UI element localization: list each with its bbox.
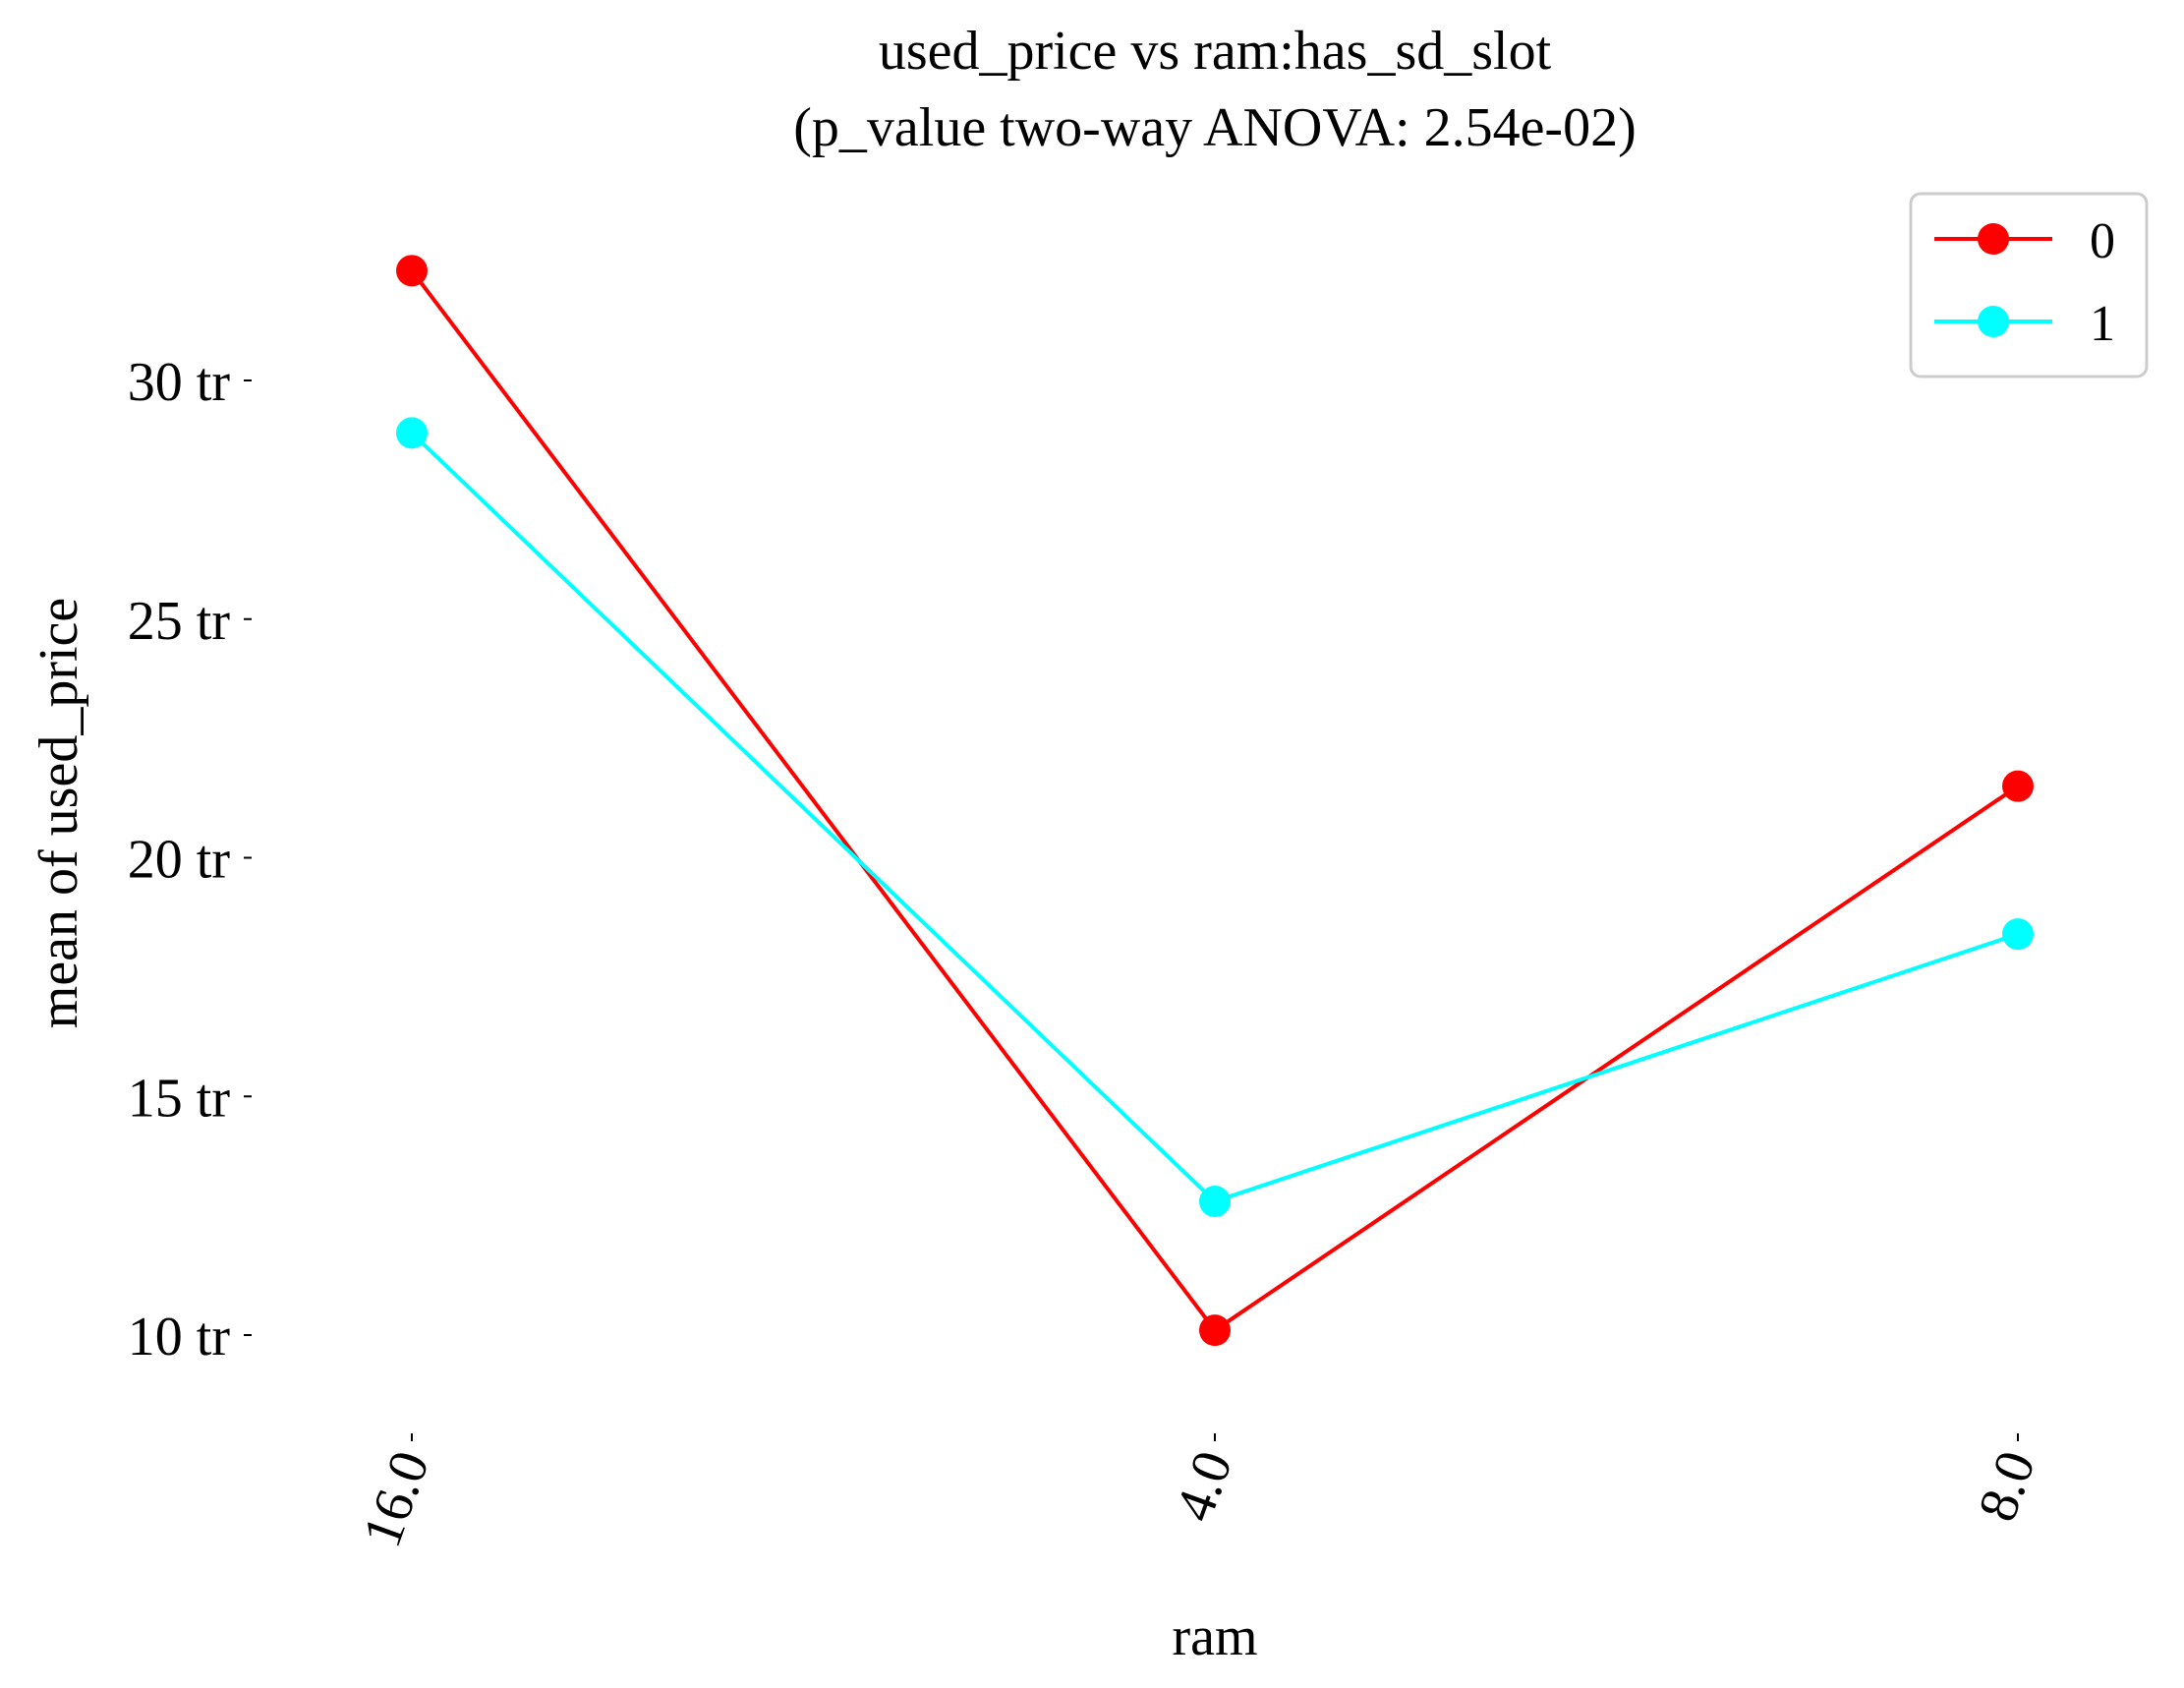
y-axis-label: mean of used_price — [29, 598, 89, 1028]
y-tick-label: 15 tr — [128, 1068, 231, 1129]
data-point-series-1 — [396, 417, 428, 449]
chart-title-line1: used_price vs ram:has_sd_slot — [879, 21, 1552, 82]
x-axis: 16.0 4.0 8.0 — [351, 1433, 2047, 1555]
data-point-series-1 — [1199, 1186, 1231, 1218]
y-tick-label: 30 tr — [128, 352, 231, 413]
series-line-0 — [410, 269, 2020, 1333]
series-layer — [396, 255, 2034, 1347]
series-line-1 — [410, 431, 2019, 1204]
data-point-series-0 — [1199, 1314, 1231, 1347]
chart-title-line2: (p_value two-way ANOVA: 2.54e-02) — [793, 97, 1636, 158]
legend-marker-series-0 — [1978, 223, 2009, 255]
data-point-series-0 — [2002, 770, 2034, 802]
x-tick-label: 4.0 — [1164, 1443, 1244, 1529]
y-tick-label: 20 tr — [128, 830, 231, 891]
y-tick-label: 10 tr — [128, 1307, 231, 1368]
data-point-series-1 — [2002, 918, 2034, 951]
legend: 0 1 — [1909, 192, 2149, 378]
legend-label-series-0: 0 — [2090, 213, 2115, 269]
x-tick-label: 16.0 — [351, 1443, 441, 1554]
y-axis: 10 tr 15 tr 20 tr 25 tr 30 tr — [128, 352, 252, 1368]
data-point-series-0 — [396, 255, 428, 287]
legend-marker-series-1 — [1978, 306, 2009, 337]
y-tick-label: 25 tr — [128, 591, 231, 652]
x-tick-label: 8.0 — [1967, 1443, 2047, 1529]
x-axis-label: ram — [1172, 1606, 1257, 1667]
legend-label-series-1: 1 — [2090, 296, 2115, 352]
